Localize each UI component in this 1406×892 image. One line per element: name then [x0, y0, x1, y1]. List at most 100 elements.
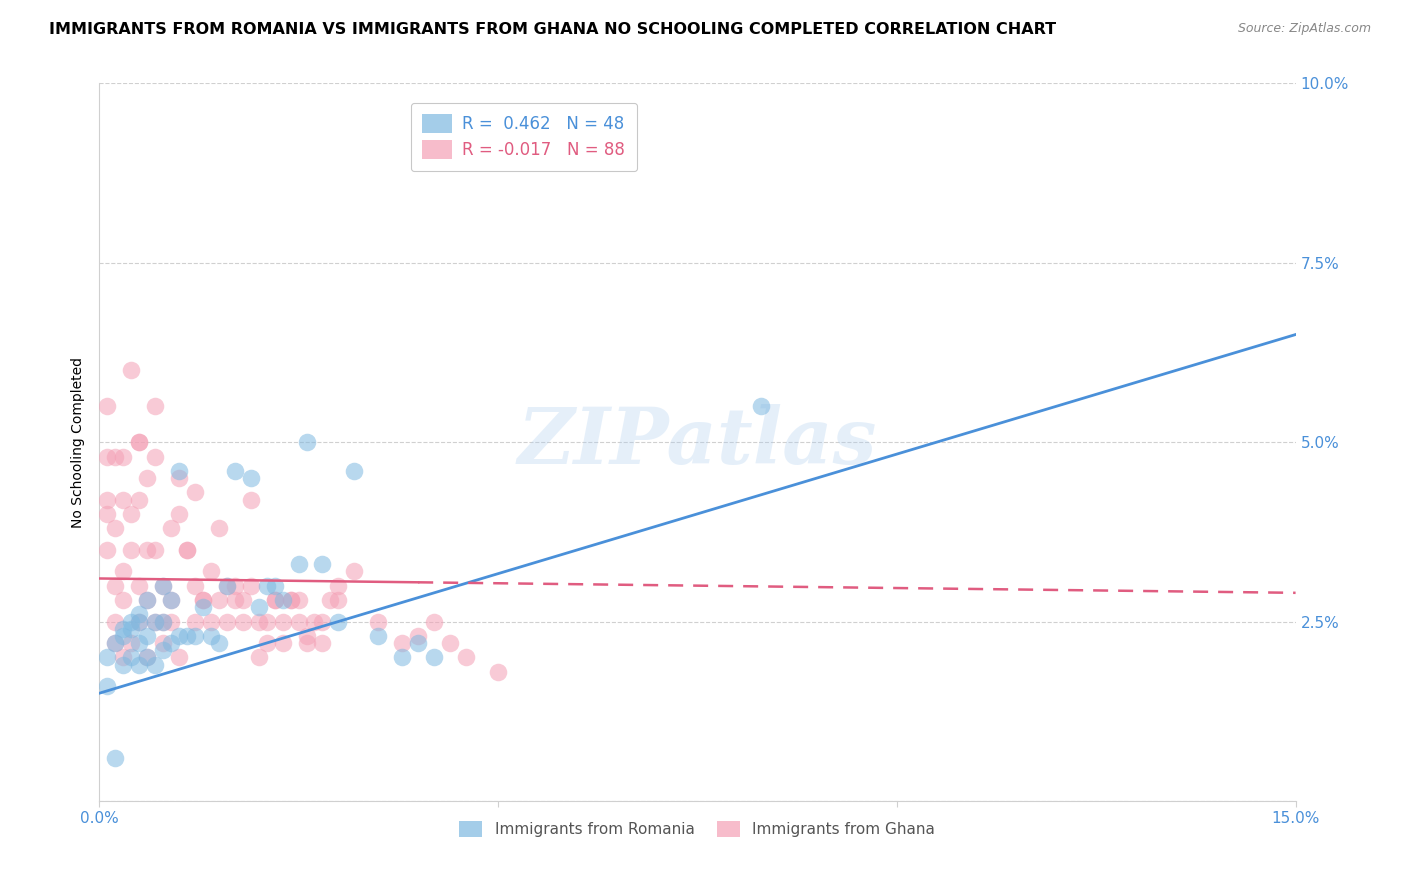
Point	[263, 593, 285, 607]
Point	[96, 450, 118, 464]
Point	[191, 593, 214, 607]
Point	[287, 615, 309, 629]
Point	[184, 579, 207, 593]
Point	[160, 593, 183, 607]
Point	[128, 615, 150, 629]
Point	[96, 507, 118, 521]
Point	[128, 435, 150, 450]
Point	[247, 650, 270, 665]
Point	[280, 593, 302, 607]
Point	[104, 636, 127, 650]
Point	[328, 615, 350, 629]
Point	[343, 464, 366, 478]
Point	[208, 636, 231, 650]
Point	[160, 593, 183, 607]
Point	[120, 363, 142, 377]
Point	[128, 657, 150, 672]
Text: ZIPatlas: ZIPatlas	[517, 404, 877, 481]
Point	[391, 650, 413, 665]
Point	[749, 399, 772, 413]
Point	[247, 600, 270, 615]
Point	[143, 657, 166, 672]
Point	[176, 542, 198, 557]
Point	[200, 564, 222, 578]
Point	[120, 622, 142, 636]
Point	[112, 622, 135, 636]
Point	[136, 593, 159, 607]
Point	[263, 593, 285, 607]
Point	[120, 650, 142, 665]
Point	[486, 665, 509, 679]
Point	[104, 751, 127, 765]
Point	[176, 542, 198, 557]
Point	[152, 615, 174, 629]
Y-axis label: No Schooling Completed: No Schooling Completed	[72, 357, 86, 528]
Point	[271, 636, 294, 650]
Point	[96, 399, 118, 413]
Point	[224, 593, 246, 607]
Point	[167, 464, 190, 478]
Point	[191, 593, 214, 607]
Point	[232, 593, 254, 607]
Point	[152, 579, 174, 593]
Point	[295, 435, 318, 450]
Point	[167, 507, 190, 521]
Text: IMMIGRANTS FROM ROMANIA VS IMMIGRANTS FROM GHANA NO SCHOOLING COMPLETED CORRELAT: IMMIGRANTS FROM ROMANIA VS IMMIGRANTS FR…	[49, 22, 1056, 37]
Point	[439, 636, 461, 650]
Point	[208, 593, 231, 607]
Point	[160, 636, 183, 650]
Point	[215, 579, 238, 593]
Point	[184, 629, 207, 643]
Point	[136, 593, 159, 607]
Point	[143, 542, 166, 557]
Point	[120, 542, 142, 557]
Point	[96, 542, 118, 557]
Point	[215, 615, 238, 629]
Point	[167, 650, 190, 665]
Point	[112, 564, 135, 578]
Point	[311, 636, 333, 650]
Point	[239, 492, 262, 507]
Point	[423, 650, 446, 665]
Point	[136, 471, 159, 485]
Point	[367, 615, 389, 629]
Point	[136, 542, 159, 557]
Point	[104, 521, 127, 535]
Point	[287, 593, 309, 607]
Point	[328, 593, 350, 607]
Point	[96, 492, 118, 507]
Point	[208, 521, 231, 535]
Point	[112, 492, 135, 507]
Point	[136, 650, 159, 665]
Point	[319, 593, 342, 607]
Point	[256, 636, 278, 650]
Point	[152, 636, 174, 650]
Point	[143, 615, 166, 629]
Point	[224, 464, 246, 478]
Point	[128, 492, 150, 507]
Point	[112, 650, 135, 665]
Point	[96, 650, 118, 665]
Point	[256, 579, 278, 593]
Point	[191, 600, 214, 615]
Point	[232, 615, 254, 629]
Text: Source: ZipAtlas.com: Source: ZipAtlas.com	[1237, 22, 1371, 36]
Point	[167, 471, 190, 485]
Point	[167, 629, 190, 643]
Point	[104, 636, 127, 650]
Point	[143, 450, 166, 464]
Point	[271, 593, 294, 607]
Point	[96, 679, 118, 693]
Point	[104, 450, 127, 464]
Point	[184, 485, 207, 500]
Point	[280, 593, 302, 607]
Point	[328, 579, 350, 593]
Point	[128, 607, 150, 622]
Point	[367, 629, 389, 643]
Point	[143, 399, 166, 413]
Point	[152, 579, 174, 593]
Point	[239, 579, 262, 593]
Legend: Immigrants from Romania, Immigrants from Ghana: Immigrants from Romania, Immigrants from…	[453, 815, 942, 844]
Point	[271, 615, 294, 629]
Point	[391, 636, 413, 650]
